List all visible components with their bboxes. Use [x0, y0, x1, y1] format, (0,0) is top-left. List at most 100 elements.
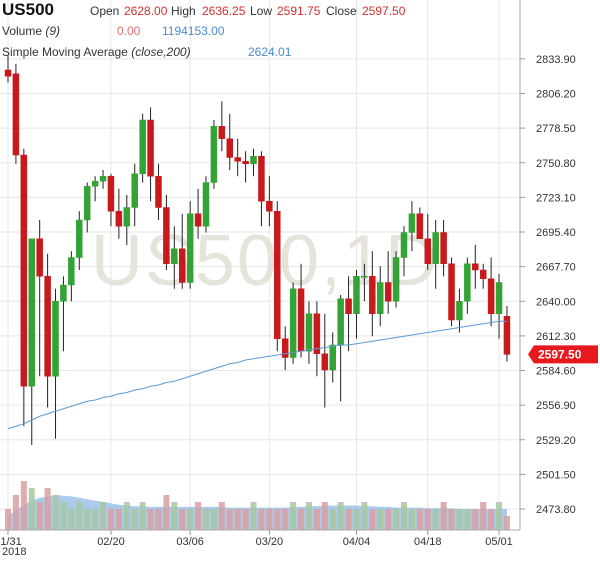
candle-body: [139, 119, 146, 174]
candle-body: [472, 263, 479, 271]
volume-bar: [250, 502, 257, 530]
candle-body: [361, 276, 368, 278]
volume-bar: [385, 509, 392, 530]
candle-body: [424, 238, 432, 264]
volume-bar: [36, 502, 43, 530]
candle-body: [495, 282, 503, 314]
candle-body: [171, 248, 178, 264]
volume-bar: [377, 509, 384, 530]
volume-bar: [147, 509, 154, 530]
volume-bar: [68, 509, 75, 530]
volume-bar: [345, 509, 352, 530]
y-tick-label: 2529.20: [536, 435, 576, 447]
volume-bar: [76, 502, 83, 530]
y-axis: 2833.90 2806.20 2778.50 2750.80 2723.10 2695.…: [519, 0, 576, 530]
volume-bar: [416, 509, 423, 530]
candle-body: [400, 232, 408, 258]
candle-body: [250, 156, 257, 164]
candle-body: [384, 282, 392, 302]
candle-body: [376, 282, 384, 314]
volume-bar: [20, 481, 27, 530]
volume-bar: [155, 509, 162, 530]
volume-bar: [131, 509, 138, 530]
candle-body: [12, 73, 20, 156]
candle-body: [155, 176, 162, 208]
candle-body: [487, 278, 495, 314]
volume-bar: [44, 488, 51, 530]
volume-bar: [139, 502, 146, 530]
volume-bar: [226, 509, 233, 530]
candle-body: [186, 213, 194, 283]
y-tick-label: 2556.90: [536, 400, 576, 412]
price-tag-label: 2597.50: [538, 347, 582, 361]
candle-body: [76, 219, 83, 258]
sma-legend: Simple Moving Average (close,200): [2, 45, 191, 59]
candle-body: [297, 288, 305, 352]
volume-bar: [480, 502, 487, 530]
volume-bar: [123, 502, 130, 530]
candle-body: [321, 353, 329, 371]
y-tick-label: 2695.40: [536, 227, 576, 239]
candle-body: [234, 157, 241, 162]
candle-body: [258, 156, 265, 202]
candle-body: [210, 126, 218, 183]
y-tick-label: 2750.80: [536, 158, 576, 170]
volume-bar: [274, 509, 281, 530]
volume-bar: [313, 509, 320, 530]
y-tick-label: 2612.30: [536, 331, 576, 343]
candle-body: [392, 257, 400, 302]
candle-body: [194, 213, 202, 227]
volume-bar: [440, 502, 447, 530]
volume-bar: [179, 509, 186, 530]
candle-body: [464, 263, 471, 302]
candle-body: [28, 238, 36, 387]
volume-bar: [218, 502, 225, 530]
volume-bar: [448, 509, 455, 530]
x-year-label: 2018: [2, 546, 26, 558]
volume-bar: [195, 502, 202, 530]
candle-body: [266, 201, 273, 212]
x-tick-label: 05/01: [485, 536, 513, 548]
volume-bar: [488, 509, 495, 530]
candle-body: [289, 288, 297, 358]
y-tick-label: 2778.50: [536, 123, 576, 135]
volume-bar: [203, 509, 209, 530]
volume-bar: [171, 502, 178, 530]
volume-bar: [432, 509, 439, 530]
candle-body: [52, 301, 59, 377]
y-tick-label: 2806.20: [536, 89, 576, 101]
candle-body: [503, 316, 511, 355]
candle-body: [91, 181, 99, 187]
volume-bar: [369, 509, 376, 530]
open-value: 2628.00: [124, 4, 168, 18]
candle-body: [329, 344, 336, 371]
candle-body: [274, 211, 281, 339]
volume-bar: [92, 509, 99, 530]
candle-body: [479, 269, 487, 279]
volume-bar: [60, 502, 67, 530]
x-tick-label: 04/18: [414, 536, 442, 548]
volume-bar: [266, 509, 273, 530]
candle-body: [337, 298, 344, 346]
volume-bar: [464, 509, 471, 530]
x-tick-label: 02/20: [97, 536, 125, 548]
candle-body: [313, 313, 321, 354]
volume-pane: [5, 481, 510, 530]
candle-body: [369, 276, 376, 314]
low-label: Low: [250, 4, 273, 18]
candle-body: [4, 69, 12, 77]
candle-body: [242, 161, 249, 164]
volume-bar: [321, 502, 328, 530]
volume-bar: [361, 502, 368, 530]
symbol-title: US500: [2, 0, 54, 19]
sma-param: (close,200): [131, 45, 191, 59]
close-label: Close: [326, 4, 357, 18]
candle-body: [147, 119, 154, 177]
volume-value-zero: 0.00: [117, 24, 141, 38]
sma-name: Simple Moving Average: [2, 45, 128, 59]
volume-bar: [258, 509, 265, 530]
volume-bar: [393, 509, 400, 530]
y-tick-label: 2501.50: [536, 469, 576, 481]
close-value: 2597.50: [362, 4, 406, 18]
